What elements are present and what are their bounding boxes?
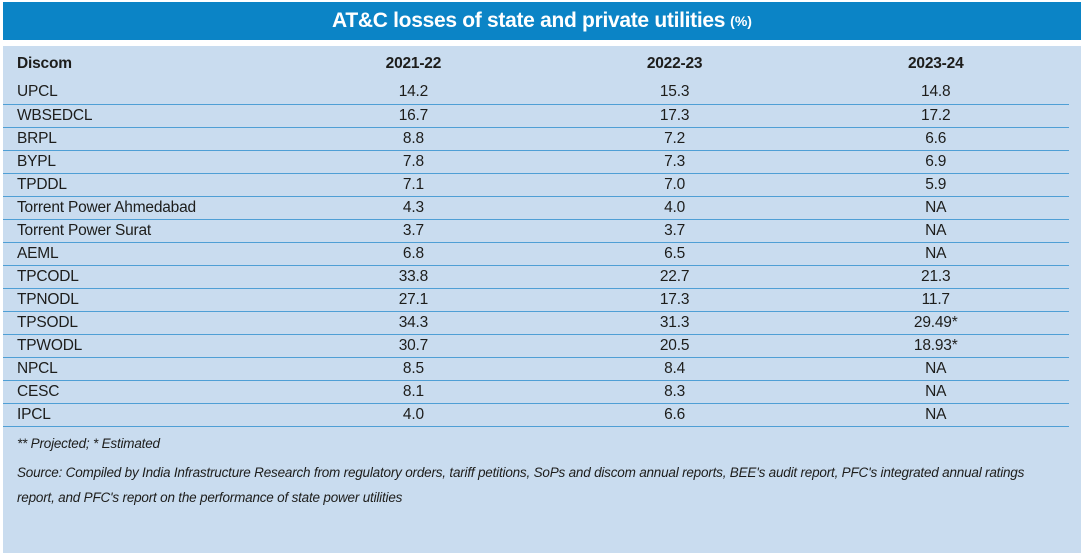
- table-body: UPCL 14.2 15.3 14.8 WBSEDCL 16.7 17.3 17.2 BRPL 8…: [3, 81, 1069, 427]
- table-row: TPWODL 30.7 20.5 18.93*: [3, 334, 1069, 358]
- discom-cell: TPNODL: [3, 288, 281, 312]
- value-cell: 7.0: [546, 173, 803, 197]
- value-cell: NA: [802, 357, 1069, 381]
- value-cell: 17.3: [546, 104, 803, 128]
- table-row: IPCL 4.0 6.6 NA: [3, 403, 1069, 427]
- table-row: Torrent Power Surat 3.7 3.7 NA: [3, 219, 1069, 243]
- value-cell: NA: [802, 380, 1069, 404]
- value-cell: 4.0: [546, 196, 803, 220]
- table-row: TPCODL 33.8 22.7 21.3: [3, 265, 1069, 289]
- discom-cell: Torrent Power Ahmedabad: [3, 196, 281, 220]
- value-cell: 6.8: [280, 242, 547, 266]
- column-header-year: 2023-24: [908, 54, 964, 72]
- value-cell: 33.8: [280, 265, 547, 289]
- value-cell: NA: [802, 403, 1069, 427]
- table-row: NPCL 8.5 8.4 NA: [3, 357, 1069, 381]
- value-cell: 20.5: [546, 334, 803, 358]
- value-cell: 7.2: [546, 127, 803, 151]
- value-cell: 34.3: [280, 311, 547, 335]
- table-row: AEML 6.8 6.5 NA: [3, 242, 1069, 266]
- value-cell: 3.7: [280, 219, 547, 243]
- value-cell: 6.5: [546, 242, 803, 266]
- discom-cell: NPCL: [3, 357, 281, 381]
- discom-cell: AEML: [3, 242, 281, 266]
- discom-cell: CESC: [3, 380, 281, 404]
- value-cell: 7.1: [280, 173, 547, 197]
- column-header-year: 2021-22: [385, 54, 442, 72]
- table-row: TPNODL 27.1 17.3 11.7: [3, 288, 1069, 312]
- value-cell: 8.5: [280, 357, 547, 381]
- table-row: Torrent Power Ahmedabad 4.3 4.0 NA: [3, 196, 1069, 220]
- value-cell: NA: [802, 242, 1069, 266]
- value-cell: 17.3: [546, 288, 803, 312]
- title-bar: AT&C losses of state and private utiliti…: [3, 2, 1081, 40]
- table-row: BYPL 7.8 7.3 6.9: [3, 150, 1069, 174]
- table-header-row: Discom 2021-22 2022-23 2023-24: [3, 46, 1069, 81]
- atc-losses-table: Discom 2021-22 2022-23 2023-24 UPCL 14.2 15.3…: [3, 46, 1069, 427]
- value-cell: 30.7: [280, 334, 547, 358]
- table-row: TPSODL 34.3 31.3 29.49*: [3, 311, 1069, 335]
- figure-title: AT&C losses of state and private utiliti…: [332, 9, 726, 32]
- table-row: UPCL 14.2 15.3 14.8: [3, 81, 1069, 105]
- value-cell: 18.93*: [802, 334, 1069, 358]
- value-cell: 8.8: [280, 127, 547, 151]
- value-cell: 31.3: [546, 311, 803, 335]
- discom-cell: WBSEDCL: [3, 104, 281, 128]
- discom-cell: TPWODL: [3, 334, 281, 358]
- value-cell: 7.3: [546, 150, 803, 174]
- value-cell: 29.49*: [802, 311, 1069, 335]
- value-cell: 6.6: [802, 127, 1069, 151]
- table-row: WBSEDCL 16.7 17.3 17.2: [3, 104, 1069, 128]
- value-cell: 6.6: [546, 403, 803, 427]
- value-cell: 16.7: [280, 104, 547, 128]
- source-note: Source: Compiled by India Infrastructure…: [17, 464, 1025, 505]
- value-cell: 5.9: [802, 173, 1069, 197]
- table-panel: Discom 2021-22 2022-23 2023-24 UPCL 14.2 15.3…: [3, 46, 1081, 553]
- value-cell: 22.7: [546, 265, 803, 289]
- value-cell: 7.8: [280, 150, 547, 174]
- value-cell: 14.2: [280, 81, 547, 105]
- value-cell: NA: [802, 196, 1069, 220]
- table-row: TPDDL 7.1 7.0 5.9: [3, 173, 1069, 197]
- table-row: BRPL 8.8 7.2 6.6: [3, 127, 1069, 151]
- discom-cell: UPCL: [3, 81, 281, 105]
- value-cell: 8.3: [546, 380, 803, 404]
- value-cell: 4.0: [280, 403, 547, 427]
- value-cell: 21.3: [802, 265, 1069, 289]
- value-cell: 3.7: [546, 219, 803, 243]
- value-cell: 15.3: [546, 81, 803, 105]
- discom-cell: TPSODL: [3, 311, 281, 335]
- value-cell: 6.9: [802, 150, 1069, 174]
- table-row: CESC 8.1 8.3 NA: [3, 380, 1069, 404]
- discom-cell: Torrent Power Surat: [3, 219, 281, 243]
- discom-cell: BRPL: [3, 127, 281, 151]
- value-cell: 4.3: [280, 196, 547, 220]
- discom-cell: TPCODL: [3, 265, 281, 289]
- value-cell: 8.4: [546, 357, 803, 381]
- value-cell: 17.2: [802, 104, 1069, 128]
- value-cell: 14.8: [802, 81, 1069, 105]
- value-cell: NA: [802, 219, 1069, 243]
- discom-cell: BYPL: [3, 150, 281, 174]
- footnote: ** Projected; * Estimated: [17, 435, 160, 451]
- discom-cell: TPDDL: [3, 173, 281, 197]
- value-cell: 11.7: [802, 288, 1069, 312]
- column-header-year: 2022-23: [646, 54, 703, 72]
- column-header-discom: Discom: [17, 54, 72, 72]
- value-cell: 27.1: [280, 288, 547, 312]
- value-cell: 8.1: [280, 380, 547, 404]
- discom-cell: IPCL: [3, 403, 281, 427]
- figure-title-unit: (%): [730, 13, 752, 29]
